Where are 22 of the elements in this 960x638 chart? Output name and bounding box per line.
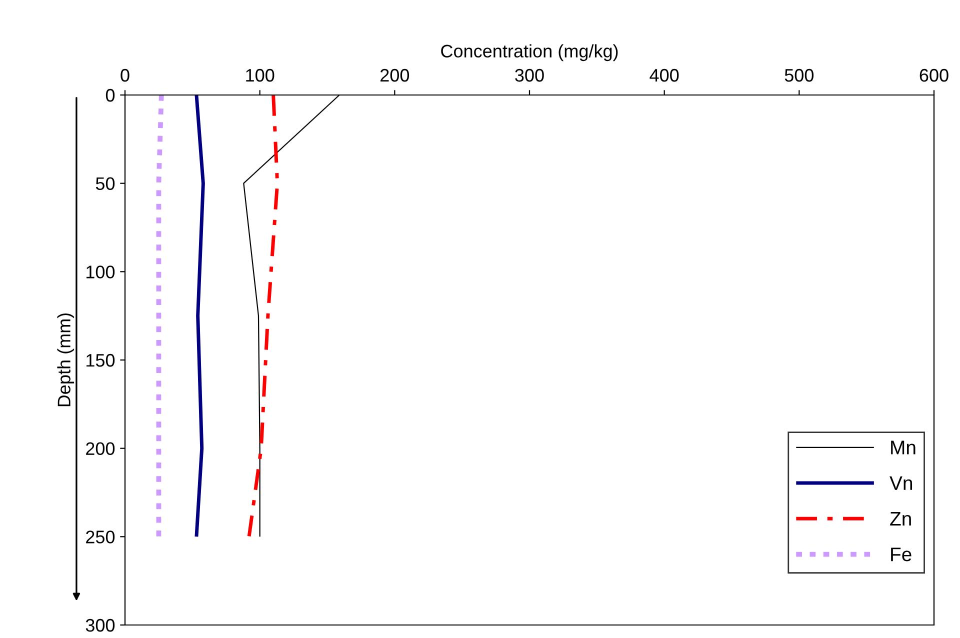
x-tick-label: 400	[650, 68, 679, 82]
y-axis-title: Depth (mm)	[57, 313, 74, 406]
line-series	[194, 95, 205, 538]
y-tick-label: 100	[86, 266, 115, 278]
x-axis-title: Concentration (mg/kg)	[441, 44, 618, 62]
x-tick-label: 600	[920, 68, 948, 82]
legend-label: Zn	[890, 512, 911, 526]
y-tick-label: 300	[86, 618, 115, 632]
y-tick-label: 200	[86, 442, 115, 456]
legend-label: Mn	[891, 440, 916, 454]
x-tick-label: 100	[246, 68, 274, 82]
y-tick-label: 0	[106, 88, 115, 102]
y-tick-label: 250	[86, 530, 115, 544]
y-tick-label: 50	[96, 177, 115, 190]
x-tick-label: 300	[515, 68, 544, 82]
x-tick-label: 500	[784, 68, 814, 82]
x-tick-label: 200	[380, 68, 410, 82]
y-tick-label: 150	[86, 354, 115, 367]
legend-label: Vn	[890, 476, 912, 490]
x-tick-label: 0	[120, 68, 130, 82]
line-series	[247, 95, 280, 538]
legend-label: Fe	[891, 548, 912, 562]
